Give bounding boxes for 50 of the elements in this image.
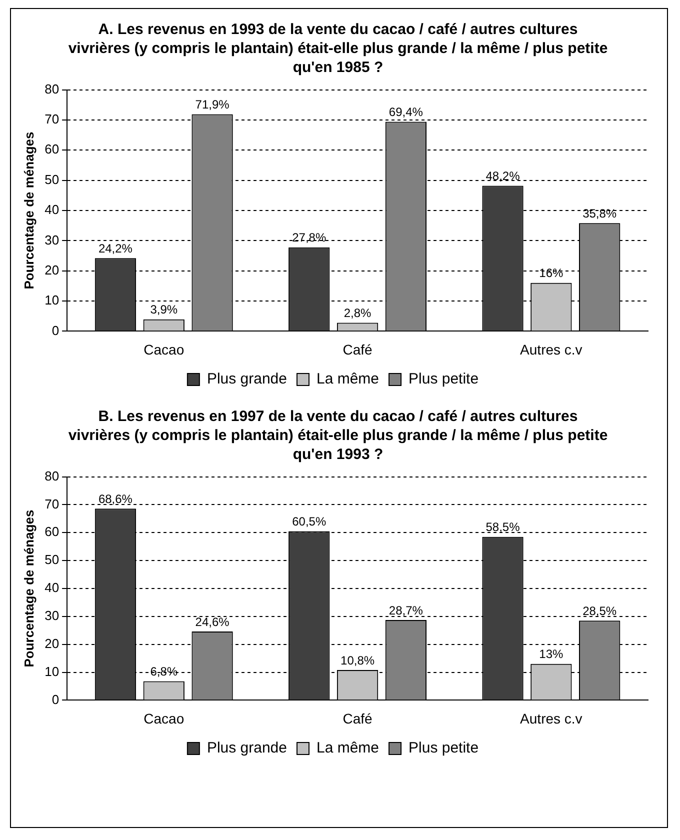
data-label: 3,9%: [150, 302, 178, 317]
y-axis-title: Pourcentage de ménages: [21, 132, 36, 290]
y-tick-label: 20: [44, 262, 60, 278]
y-tick-label: 80: [44, 468, 60, 484]
x-tick-label: Cacao: [144, 710, 184, 726]
y-axis-title: Pourcentage de ménages: [21, 510, 36, 668]
y-tick-label: 10: [44, 292, 60, 308]
legend-label: Plus petite: [408, 740, 479, 757]
y-tick-label: 10: [44, 664, 60, 679]
legend-label: Plus grande: [206, 740, 287, 757]
data-label: 69,4%: [388, 105, 424, 120]
y-tick-label: 70: [44, 496, 60, 512]
data-label: 60,5%: [292, 514, 326, 529]
y-tick-label: 0: [52, 322, 60, 338]
data-label: 68,6%: [98, 492, 133, 506]
y-tick-label: 50: [44, 552, 60, 568]
data-label: 10,8%: [340, 653, 375, 668]
legend-label: Plus petite: [408, 370, 479, 388]
data-label: 48,2%: [486, 169, 520, 184]
data-label: 13%: [539, 647, 564, 662]
y-tick-label: 40: [44, 202, 60, 218]
data-label: 24,6%: [195, 614, 230, 629]
data-label: 71,9%: [195, 98, 230, 112]
data-label: 16%: [539, 266, 564, 280]
data-label: 35,8%: [582, 206, 617, 220]
y-tick-label: 50: [44, 172, 60, 187]
legend-label: Plus grande: [206, 370, 287, 388]
chart-title: B. Les revenus en 1997 de la vente du cacao / café / autres cultures vivrières (y compris le plantain) était-elle plus grande / la même / plus petite qu'en 1993 ?: [67, 407, 609, 465]
data-label: 58,5%: [486, 520, 520, 534]
y-tick-label: 20: [44, 636, 60, 651]
x-tick-label: Autres c.v: [520, 341, 582, 358]
legend-label: La même: [316, 370, 380, 388]
y-tick-label: 80: [44, 81, 60, 96]
data-label: 28,5%: [582, 604, 617, 618]
y-tick-label: 0: [52, 692, 60, 707]
data-label: 28,7%: [388, 603, 424, 618]
x-tick-label: Café: [342, 341, 373, 358]
x-tick-label: Autres c.v: [520, 710, 582, 726]
chart-title: A. Les revenus en 1993 de la vente du cacao / café / autres cultures vivrières (y compris le plantain) était-elle plus grande / la même / plus petite qu'en 1985 ?: [67, 20, 609, 78]
x-tick-label: Cacao: [144, 341, 184, 358]
y-tick-label: 30: [44, 232, 60, 248]
y-tick-label: 60: [44, 524, 60, 540]
y-tick-label: 30: [44, 608, 60, 624]
data-label: 24,2%: [98, 241, 133, 256]
x-tick-label: Café: [342, 710, 373, 726]
legend-label: La même: [316, 740, 380, 757]
y-tick-label: 40: [44, 580, 60, 596]
y-tick-label: 70: [44, 112, 60, 127]
y-tick-label: 60: [44, 142, 60, 157]
data-label: 2,8%: [344, 306, 372, 320]
